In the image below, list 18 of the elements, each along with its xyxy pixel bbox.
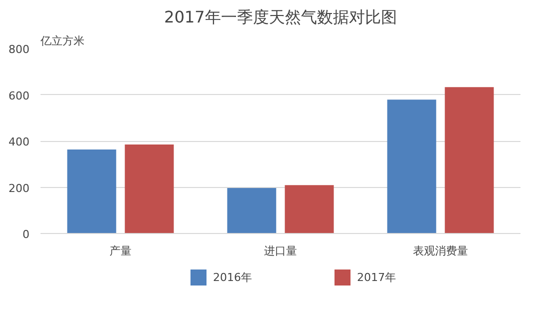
bar [387, 100, 436, 234]
y-tick-label: 0 [22, 228, 30, 241]
bar [227, 188, 276, 234]
y-tick-label: 400 [8, 136, 30, 148]
y-axis-title: 亿立方米 [40, 34, 84, 48]
x-tick-label: 产量 [110, 244, 132, 258]
bar [124, 144, 174, 234]
chart-title: 2017年一季度天然气数据对比图 [164, 8, 397, 26]
y-tick-label: 800 [8, 43, 30, 56]
bar [284, 185, 334, 234]
x-tick-label: 进口量 [264, 244, 297, 258]
x-tick-label: 表观消费量 [413, 244, 468, 258]
bar [444, 87, 494, 234]
y-tick-label: 600 [8, 89, 30, 102]
legend-label: 2016年 [213, 270, 252, 284]
y-tick-label: 200 [8, 182, 30, 195]
bar [67, 150, 116, 234]
legend-label: 2017年 [357, 270, 396, 284]
